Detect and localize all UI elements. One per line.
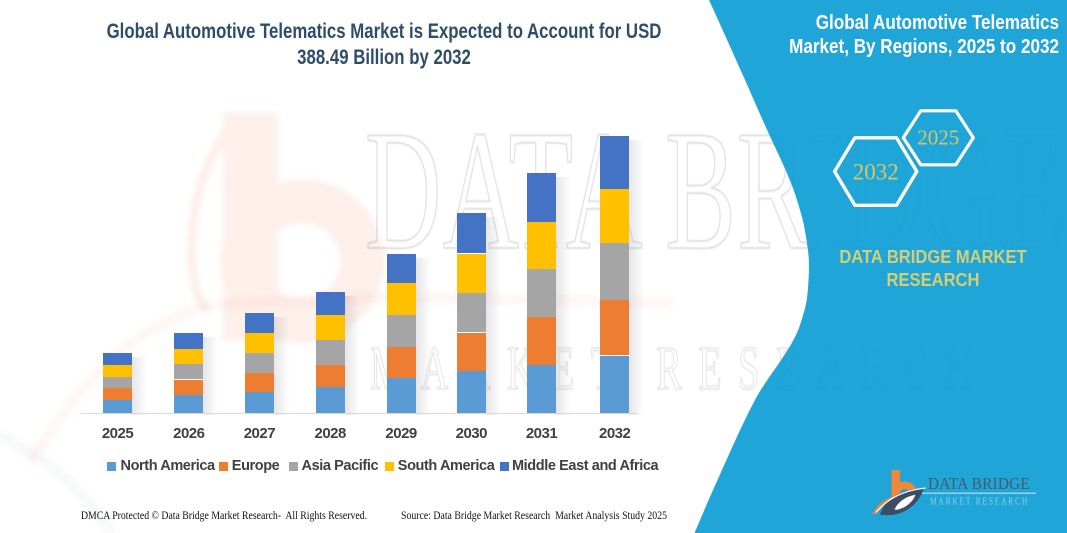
svg-text:MARKET RESEARCH: MARKET RESEARCH: [930, 497, 1029, 508]
svg-text:2032: 2032: [853, 160, 899, 185]
svg-text:DATA BRIDGE: DATA BRIDGE: [928, 474, 1030, 493]
svg-text:2025: 2025: [917, 126, 959, 150]
